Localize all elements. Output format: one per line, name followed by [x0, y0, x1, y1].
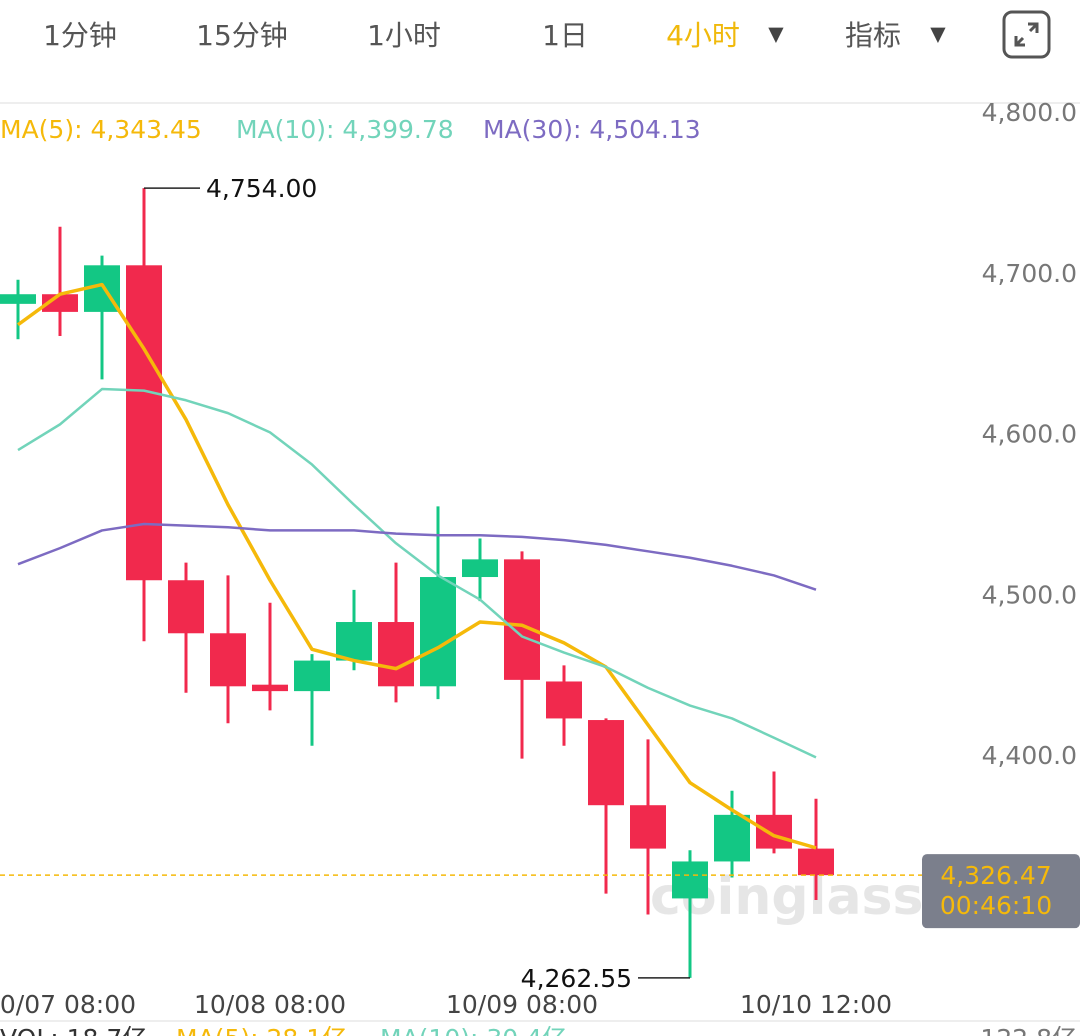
candle-body	[252, 684, 288, 692]
candle-body	[798, 848, 834, 876]
y-tick-label: 4,700.0	[982, 259, 1077, 288]
tab[interactable]: 4小时	[666, 19, 740, 52]
x-tick-label: 10/09 08:00	[446, 990, 598, 1019]
y-tick-label: 4,500.0	[982, 580, 1077, 609]
countdown: 00:46:10	[940, 891, 1052, 920]
candle-body	[210, 633, 246, 687]
tab[interactable]: 1日	[542, 19, 588, 52]
high-label: 4,754.00	[206, 174, 317, 203]
candle-body	[420, 577, 456, 687]
x-tick-label: 10/07 08:00	[0, 990, 136, 1019]
tab[interactable]: 1分钟	[43, 19, 117, 52]
tab[interactable]: 15分钟	[196, 19, 288, 52]
volume-axis-label: 122.8亿	[980, 1024, 1077, 1036]
price-tag-value: 4,326.47	[940, 861, 1051, 890]
dropdown-arrow[interactable]: ▼	[930, 22, 946, 46]
low-label: 4,262.55	[521, 964, 632, 993]
ma-line	[17, 522, 817, 591]
tab[interactable]: 指标	[845, 19, 901, 52]
candle-body	[378, 622, 414, 687]
y-tick-label: 4,600.0	[982, 420, 1077, 449]
candle-body	[168, 580, 204, 634]
candle-body	[672, 861, 708, 899]
candle-body	[630, 805, 666, 849]
ma-line	[17, 387, 817, 759]
candle-body	[126, 265, 162, 581]
volume-legend: MA(10): 30.4亿	[380, 1024, 567, 1036]
y-tick-label: 4,800.0	[982, 98, 1077, 127]
tab[interactable]: 1小时	[367, 19, 441, 52]
fullscreen-button[interactable]	[1002, 10, 1051, 59]
candle-body	[504, 559, 540, 680]
x-tick-label: 10/08 08:00	[194, 990, 346, 1019]
price-tag	[922, 854, 1080, 929]
candle-body	[714, 814, 750, 862]
volume-legend: MA(5): 28.1亿	[176, 1024, 347, 1036]
x-tick-label: 10/10 12:00	[740, 990, 892, 1019]
candle-body	[588, 720, 624, 806]
tab-bar: 1分钟 15分钟 1小时 1日 4小时 指标	[43, 19, 901, 52]
candle-body	[294, 660, 330, 692]
dropdown-arrow[interactable]: ▼	[768, 22, 784, 46]
legend-entry: MA(10): 4,399.78	[236, 115, 454, 144]
legend-entry: MA(5): 4,343.45	[0, 115, 202, 144]
volume-legend: VOL: 18.7亿	[0, 1024, 147, 1036]
plot: 4,800.0 4,700.0 4,600.0 4,500.0 4,400.0 10/07…	[0, 98, 1080, 1036]
y-tick-label: 4,400.0	[982, 741, 1077, 770]
legend-entry: MA(30): 4,504.13	[483, 115, 701, 144]
candle-body	[546, 681, 582, 719]
fullscreen-frame[interactable]	[1002, 10, 1051, 59]
ma-line	[16, 282, 817, 850]
candle-body	[0, 294, 36, 304]
candle-body	[462, 559, 498, 578]
fullscreen-icon[interactable]	[1014, 22, 1039, 47]
candle-body	[336, 622, 372, 661]
candle-body	[756, 814, 792, 849]
